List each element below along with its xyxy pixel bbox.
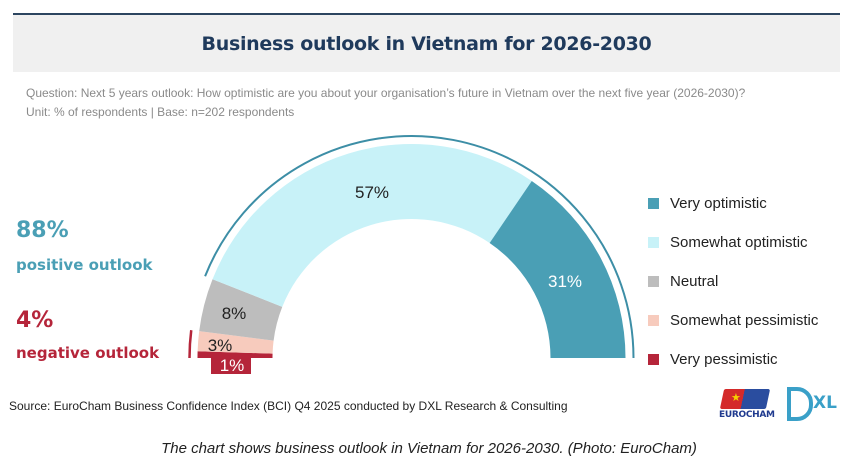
data-label-somewhat-pessimistic: 3% <box>208 336 233 355</box>
legend-swatch-neutral <box>648 276 659 287</box>
positive-outlook-label: positive outlook <box>16 256 153 274</box>
dxl-logo: XL <box>813 393 837 413</box>
legend-swatch-somewhat-optimistic <box>648 237 659 248</box>
data-label-very-pessimistic: 1% <box>220 356 245 375</box>
legend-item: Somewhat pessimistic <box>648 301 818 340</box>
unit-base-text: Unit: % of respondents | Base: n=202 res… <box>26 105 295 119</box>
legend-label: Somewhat optimistic <box>670 234 808 251</box>
legend-label: Very optimistic <box>670 195 767 212</box>
legend-swatch-very-optimistic <box>648 198 659 209</box>
legend-item: Very optimistic <box>648 184 818 223</box>
legend-label: Neutral <box>670 273 719 290</box>
segment-somewhat-optimistic <box>212 144 532 307</box>
legend-item: Very pessimistic <box>648 340 818 379</box>
segment-somewhat-pessimistic <box>197 331 274 354</box>
legend: Very optimistic Somewhat optimistic Neut… <box>648 184 818 379</box>
legend-item: Neutral <box>648 262 818 301</box>
legend-item: Somewhat optimistic <box>648 223 818 262</box>
positive-outlook-bracket <box>204 135 635 359</box>
data-label-neutral: 8% <box>222 304 247 323</box>
legend-swatch-very-pessimistic <box>648 354 659 365</box>
photo-caption: The chart shows business outlook in Viet… <box>161 440 697 457</box>
dxl-d-icon <box>787 387 813 421</box>
eurocham-flag-icon <box>719 389 771 409</box>
logos: ★ EUROCHAM XL <box>717 385 847 425</box>
negative-outlook-label: negative outlook <box>16 344 160 362</box>
segment-very-pessimistic <box>197 351 273 358</box>
question-block: Question: Next 5 years outlook: How opti… <box>26 84 745 122</box>
legend-swatch-somewhat-pessimistic <box>648 315 659 326</box>
source-note: Source: EuroCham Business Confidence Ind… <box>9 399 568 413</box>
legend-label: Very pessimistic <box>670 351 778 368</box>
chart-title: Business outlook in Vietnam for 2026-203… <box>201 32 652 55</box>
question-text: Question: Next 5 years outlook: How opti… <box>26 86 746 100</box>
eurocham-logo: EUROCHAM <box>719 410 775 420</box>
data-label-very-optimistic: 31% <box>548 272 582 291</box>
segment-very-optimistic <box>489 181 626 358</box>
negative-outlook-value: 4% <box>16 308 54 333</box>
segment-neutral <box>199 279 283 341</box>
negative-outlook-bracket <box>188 330 193 359</box>
title-banner: Business outlook in Vietnam for 2026-203… <box>13 13 840 72</box>
data-label-somewhat-optimistic: 57% <box>355 183 389 202</box>
star-icon: ★ <box>731 392 741 404</box>
legend-label: Somewhat pessimistic <box>670 312 819 329</box>
positive-outlook-value: 88% <box>16 218 69 243</box>
very-pessimistic-label-tab <box>211 357 251 374</box>
